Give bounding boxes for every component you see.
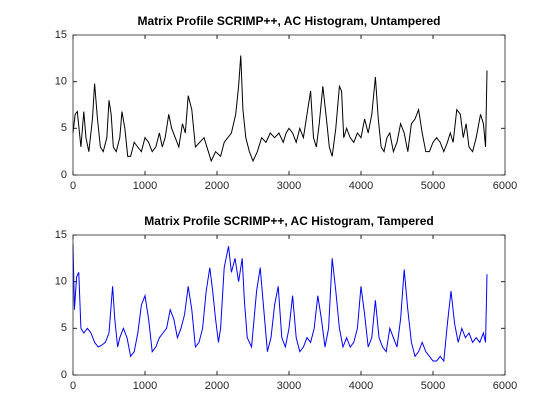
data-line xyxy=(72,244,488,363)
x-tick-label: 2000 xyxy=(205,180,229,192)
chart-title: Matrix Profile SCRIMP++, AC Histogram, T… xyxy=(144,214,433,228)
x-tick-label: 0 xyxy=(70,180,76,192)
data-line xyxy=(72,55,488,163)
x-tick-label: 5000 xyxy=(421,380,445,392)
y-tick-label: 0 xyxy=(61,169,67,181)
x-tick-label: 3000 xyxy=(277,180,301,192)
y-tick-label: 15 xyxy=(55,229,67,241)
axes-box xyxy=(72,34,506,176)
chart-title: Matrix Profile SCRIMP++, AC Histogram, U… xyxy=(138,14,441,28)
y-tick-label: 15 xyxy=(55,29,67,41)
axes-background xyxy=(73,35,505,175)
y-tick-label: 0 xyxy=(61,369,67,381)
y-tick-label: 10 xyxy=(55,76,67,88)
x-tick-label: 1000 xyxy=(133,380,157,392)
x-tick-label: 6000 xyxy=(493,380,517,392)
y-tick-label: 5 xyxy=(61,122,67,134)
y-tick-label: 10 xyxy=(55,276,67,288)
y-tick-label: 5 xyxy=(61,322,67,334)
x-tick-label: 0 xyxy=(70,380,76,392)
x-tick-label: 2000 xyxy=(205,380,229,392)
axes-background xyxy=(73,235,505,375)
x-tick-label: 4000 xyxy=(349,380,373,392)
x-tick-label: 4000 xyxy=(349,180,373,192)
x-tick-label: 3000 xyxy=(277,380,301,392)
x-tick-label: 1000 xyxy=(133,180,157,192)
x-tick-label: 5000 xyxy=(421,180,445,192)
axes-box xyxy=(72,234,506,376)
x-tick-label: 6000 xyxy=(493,180,517,192)
